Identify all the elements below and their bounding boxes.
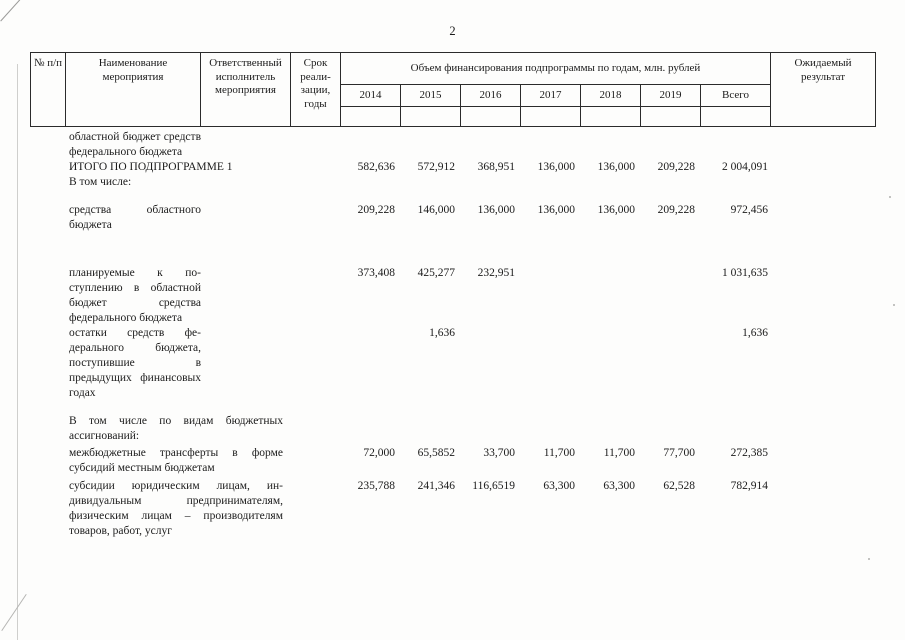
cell-2016: 116,6519 (472, 480, 515, 492)
cell-total: 272,385 (730, 447, 768, 459)
header-year-2014: 2014 (341, 85, 401, 107)
cell-2019: 209,228 (657, 204, 695, 216)
header-executor: Ответст­венный исполнитель мероприя­тия (201, 53, 291, 126)
table-body: областной бюджет средств федерального бю… (31, 130, 876, 539)
cell-2017: 11,700 (543, 447, 575, 459)
cell-2018: 136,000 (597, 161, 635, 173)
row-name: средства областного бюджета (69, 204, 201, 231)
row-name: В том числе: (69, 176, 132, 188)
cell-total: 972,456 (730, 204, 768, 216)
cell-2014: 235,788 (357, 480, 395, 492)
header-result: Ожидае­мый результат (794, 57, 852, 83)
header-spacer (701, 107, 771, 126)
cell-2015: 1,636 (429, 327, 455, 339)
header-year-2015: 2015 (401, 85, 461, 107)
table-row: В том числе: (31, 175, 876, 190)
table-row: областной бюджет средств федерального бю… (31, 130, 876, 160)
cell-total: 1,636 (742, 327, 768, 339)
header-spacer (581, 107, 641, 126)
header-spacer (461, 107, 521, 126)
header-year-2016: 2016 (461, 85, 521, 107)
header-year-2019: 2019 (641, 85, 701, 107)
table-row: субсидии юридическим лицам, ин­дивидуаль… (31, 479, 876, 539)
header-year-2017: 2017 (521, 85, 581, 107)
cell-2016: 136,000 (477, 204, 515, 216)
financing-table: № п/п Наименование мероприятия Ответст­в… (30, 52, 876, 539)
header-spacer (641, 107, 701, 126)
cell-2015: 146,000 (417, 204, 455, 216)
cell-2014: 72,000 (363, 447, 395, 459)
cell-2017: 136,000 (537, 204, 575, 216)
table-row: остатки средств фе­дерального бюджета, п… (31, 326, 876, 401)
header-year-2018: 2018 (581, 85, 641, 107)
cell-2015: 572,912 (417, 161, 455, 173)
cell-2019: 209,228 (657, 161, 695, 173)
cell-2018: 63,300 (603, 480, 635, 492)
scan-artifact (1, 593, 27, 632)
cell-2017: 136,000 (537, 161, 575, 173)
header-name: Наименование мероприятия (66, 53, 201, 126)
header-spacer (521, 107, 581, 126)
cell-2015: 425,277 (417, 267, 455, 279)
cell-2018: 136,000 (597, 204, 635, 216)
scan-artifact (17, 64, 18, 640)
table-row: ИТОГО ПО ПОДПРОГРАММЕ 1 582,636 572,912 … (31, 160, 876, 175)
row-name: остатки средств фе­дерального бюджета, п… (69, 327, 201, 399)
scan-artifact (889, 196, 891, 198)
cell-2018: 11,700 (603, 447, 635, 459)
header-total: Всего (701, 85, 771, 107)
cell-2016: 33,700 (483, 447, 515, 459)
table-row: средства областного бюджета 209,228 146,… (31, 203, 876, 233)
cell-2017: 63,300 (543, 480, 575, 492)
scan-artifact (893, 304, 895, 306)
cell-2016: 368,951 (477, 161, 515, 173)
row-name: межбюджетные трансферты в форме субсидий… (69, 447, 283, 474)
row-name: В том числе по видам бюджетных ассигнова… (69, 415, 283, 442)
table-row: планируемые к по­ступлению в област­ной … (31, 266, 876, 326)
cell-2016: 232,951 (477, 267, 515, 279)
cell-2019: 77,700 (663, 447, 695, 459)
page-number: 2 (449, 24, 456, 38)
row-name: ИТОГО ПО ПОДПРОГРАММЕ 1 (69, 161, 233, 173)
header-financing: Объем финансирования подпрограммы по год… (341, 53, 771, 85)
cell-total: 2 004,091 (722, 161, 768, 173)
row-name: субсидии юридическим лицам, ин­дивидуаль… (69, 480, 283, 537)
header-spacer (401, 107, 461, 126)
header-spacer (341, 107, 401, 126)
scan-artifact (868, 558, 870, 560)
header-term: Срок реали­зации, годы (291, 53, 341, 126)
scan-artifact (0, 0, 24, 22)
table-row: межбюджетные трансферты в форме субсидий… (31, 446, 876, 476)
table-row: В том числе по видам бюджетных ассигнова… (31, 414, 876, 444)
cell-2015: 65,5852 (417, 447, 455, 459)
row-name: областной бюджет средств федерального бю… (69, 131, 201, 158)
cell-2014: 373,408 (357, 267, 395, 279)
cell-2014: 582,636 (357, 161, 395, 173)
cell-total: 782,914 (730, 480, 768, 492)
cell-total: 1 031,635 (722, 267, 768, 279)
cell-2015: 241,346 (417, 480, 455, 492)
cell-2014: 209,228 (357, 204, 395, 216)
header-num: № п/п (31, 53, 66, 126)
cell-2019: 62,528 (663, 480, 695, 492)
table-header: № п/п Наименование мероприятия Ответст­в… (30, 52, 876, 127)
row-name: планируемые к по­ступлению в област­ной … (69, 267, 201, 324)
